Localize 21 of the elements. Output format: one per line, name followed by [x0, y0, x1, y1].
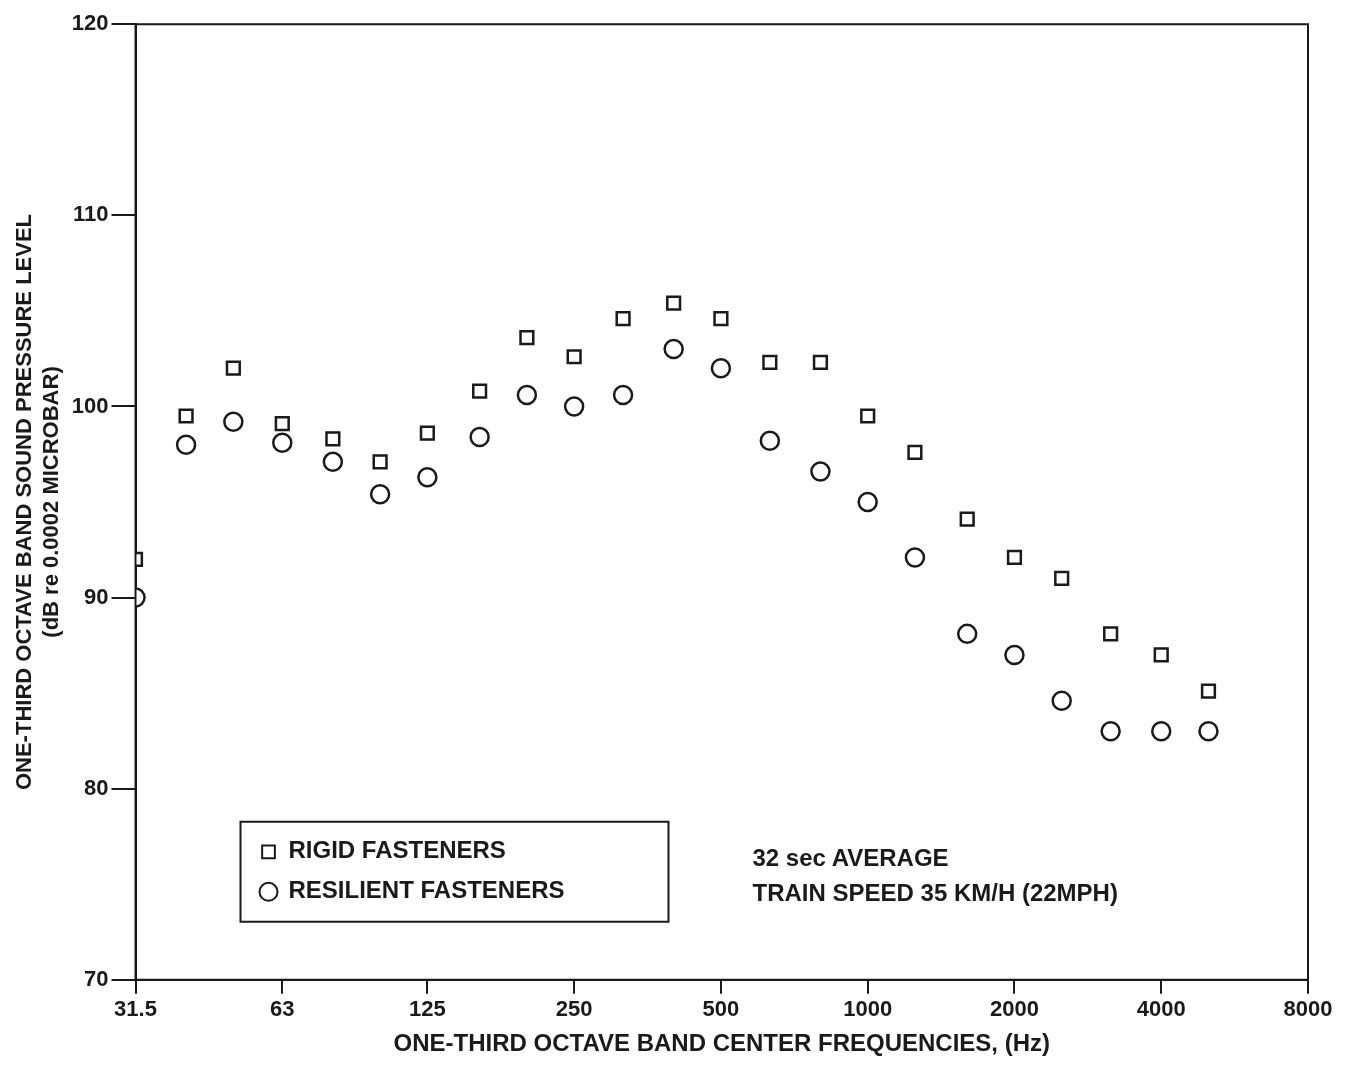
annotation: 32 sec AVERAGE — [752, 844, 949, 872]
x-axis-title: ONE-THIRD OCTAVE BAND CENTER FREQUENCIES, (Hz) — [393, 1029, 1050, 1057]
y-tick-label: 110 — [73, 201, 109, 227]
y-tick-label: 100 — [71, 392, 109, 418]
annotation: TRAIN SPEED 35 KM/H (22MPH) — [752, 879, 1118, 907]
x-tick-label: 250 — [555, 996, 593, 1022]
x-tick-label: 125 — [409, 996, 446, 1022]
y-tick-label: 90 — [84, 583, 109, 609]
x-tick-label: 1000 — [843, 996, 893, 1022]
y-tick-label: 80 — [84, 774, 109, 800]
x-tick-label: 8000 — [1283, 996, 1333, 1022]
y-tick-label: 120 — [71, 10, 109, 36]
x-tick-label: 2000 — [989, 996, 1039, 1022]
x-tick-label: 31.5 — [114, 996, 157, 1022]
x-tick-label: 63 — [270, 996, 295, 1022]
x-tick-label: 500 — [702, 996, 740, 1022]
legend-label: RESILIENT FASTENERS — [288, 876, 565, 904]
y-tick-label: 70 — [84, 965, 109, 991]
legend-label: RIGID FASTENERS — [288, 836, 506, 864]
y-axis-title: ONE-THIRD OCTAVE BAND SOUND PRESSURE LEVEL (dB re 0.0002 MICROBAR) — [11, 213, 63, 791]
x-tick-label: 4000 — [1136, 996, 1186, 1022]
